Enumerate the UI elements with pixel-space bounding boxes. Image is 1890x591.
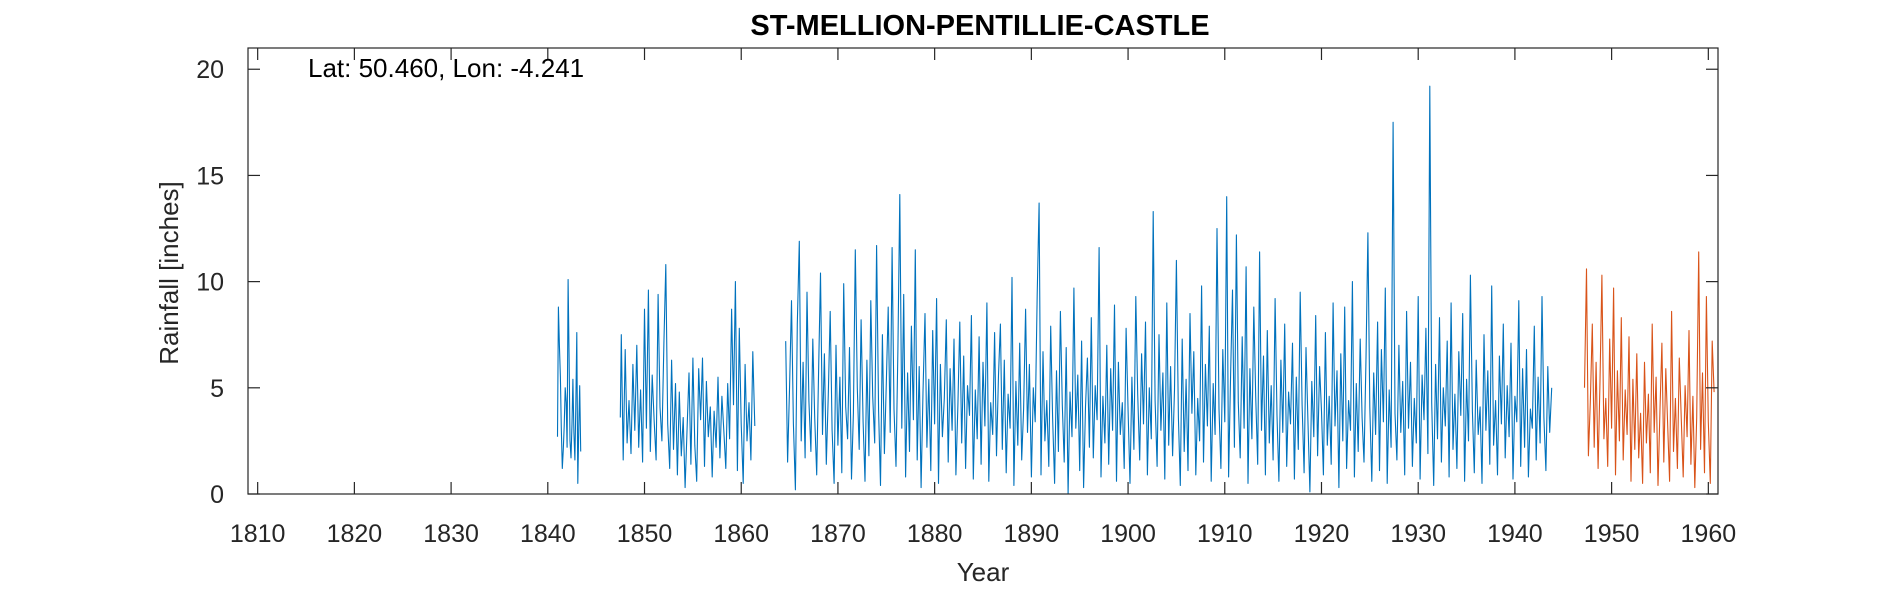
series-layer (556, 85, 1715, 495)
x-tick-label: 1820 (327, 520, 383, 548)
series-2-line-segment-1 (1583, 251, 1715, 489)
y-tick-label: 5 (210, 375, 224, 403)
x-tick-label: 1930 (1390, 520, 1446, 548)
x-tick-label: 1840 (520, 520, 576, 548)
x-axis-label: Year (957, 557, 1010, 587)
x-tick-label: 1960 (1681, 520, 1737, 548)
y-tick-label: 20 (196, 56, 224, 84)
plot-area (248, 48, 1718, 494)
chart-title: ST-MELLION-PENTILLIE-CASTLE (750, 10, 1209, 42)
x-tick-label: 1810 (230, 520, 286, 548)
x-tick-label: 1910 (1197, 520, 1253, 548)
axis-ticks: 1810 1820 1830 1840 1850 1860 1870 1880 1890 1900… (196, 48, 1736, 548)
series-1-line-segment-3 (785, 85, 1553, 495)
x-tick-label: 1830 (423, 520, 479, 548)
plot-frame (247, 47, 1719, 495)
x-tick-label: 1920 (1294, 520, 1350, 548)
x-tick-label: 1850 (617, 520, 673, 548)
y-tick-label: 15 (196, 162, 224, 190)
x-tick-label: 1860 (713, 520, 769, 548)
x-tick-label: 1880 (907, 520, 963, 548)
x-tick-label: 1900 (1100, 520, 1156, 548)
series-1-line-segment-1 (556, 278, 582, 484)
location-annotation: Lat: 50.460, Lon: -4.241 (308, 53, 584, 83)
y-tick-label: 0 (210, 481, 224, 509)
series-1-line-segment-2 (619, 264, 756, 489)
x-tick-label: 1940 (1487, 520, 1543, 548)
y-tick-label: 10 (196, 269, 224, 297)
x-tick-label: 1870 (810, 520, 866, 548)
x-tick-label: 1950 (1584, 520, 1640, 548)
y-axis-label: Rainfall [inches] (154, 181, 184, 365)
x-tick-label: 1890 (1004, 520, 1060, 548)
